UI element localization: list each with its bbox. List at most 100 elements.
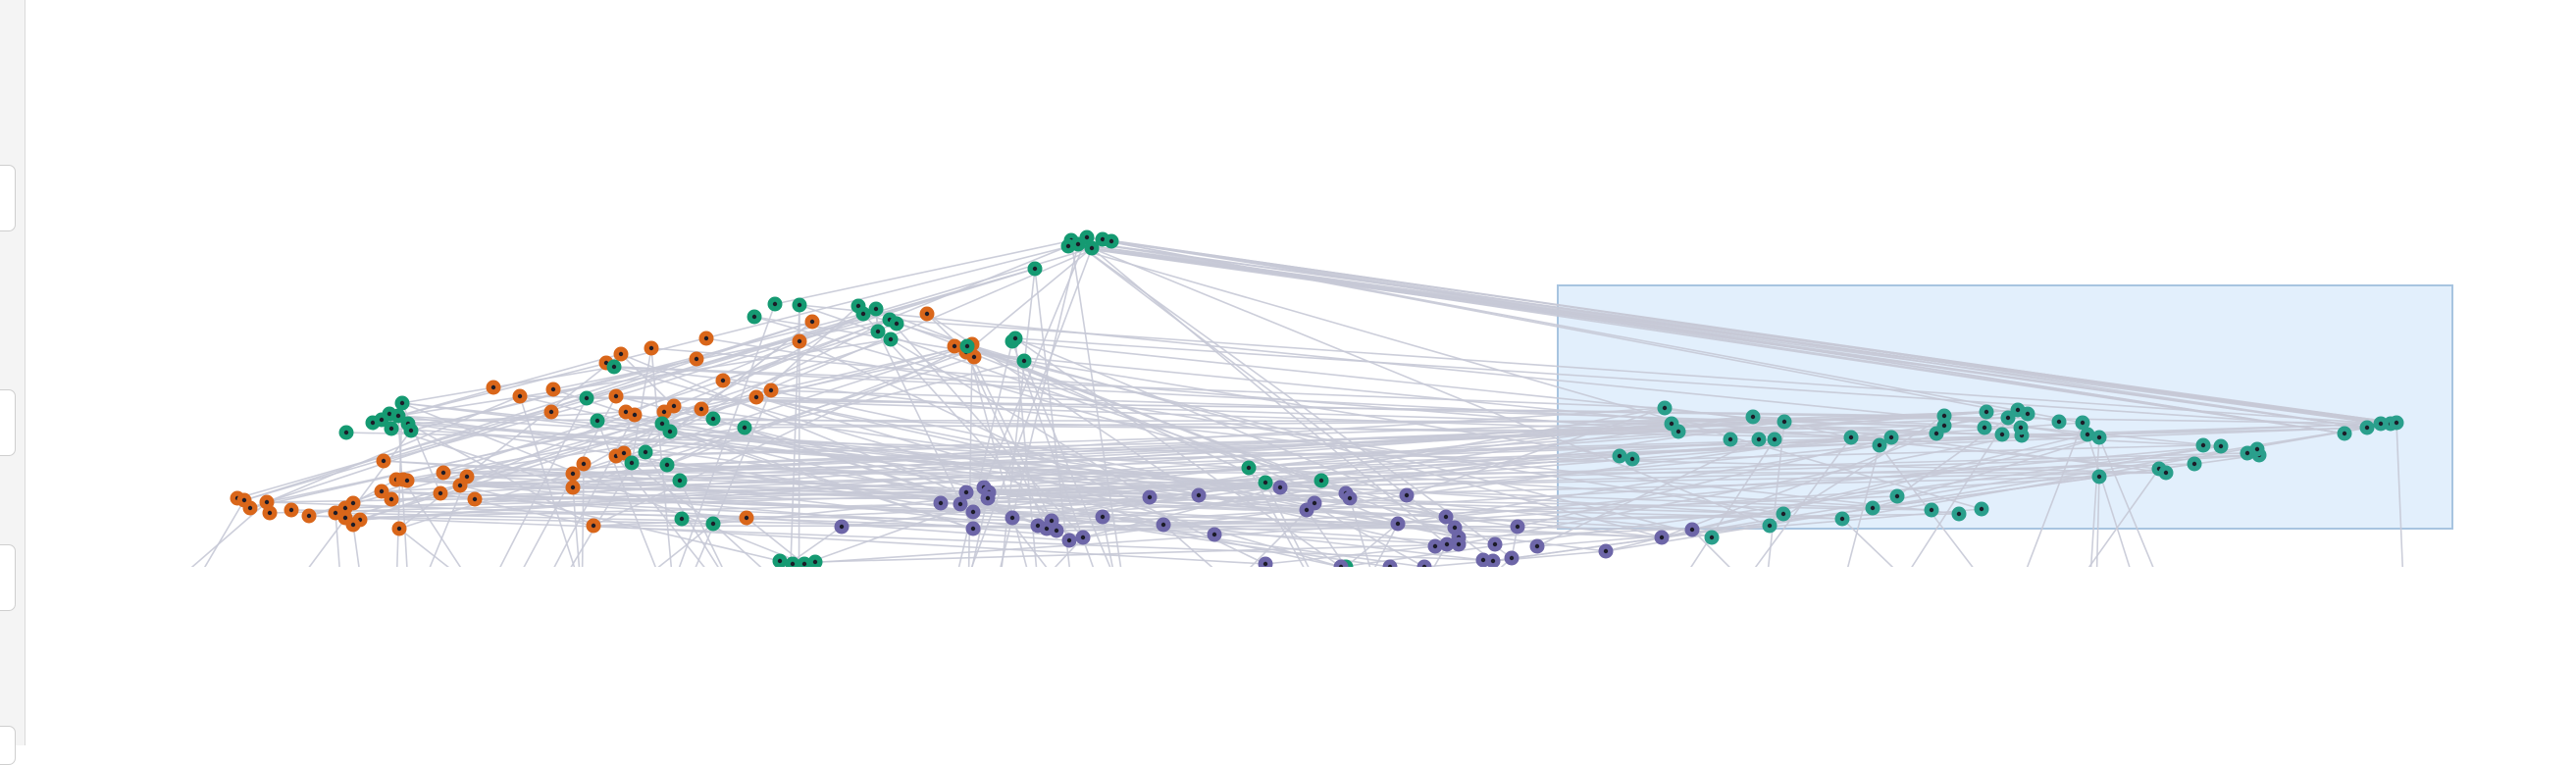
graph-node-purple[interactable] — [1390, 516, 1406, 532]
graph-node-orange[interactable] — [301, 508, 317, 524]
graph-node-green[interactable] — [870, 324, 886, 339]
graph-node-teal[interactable] — [1767, 432, 1782, 447]
graph-node-teal[interactable] — [2187, 456, 2202, 472]
graph-node-green[interactable] — [772, 553, 788, 569]
graph-node-teal[interactable] — [1777, 414, 1792, 430]
graph-node-purple[interactable] — [1191, 487, 1207, 503]
graph-node-green[interactable] — [1084, 240, 1100, 256]
graph-node-teal[interactable] — [2389, 415, 2404, 431]
graph-node-orange[interactable] — [242, 500, 258, 516]
graph-node-green[interactable] — [590, 413, 605, 429]
graph-node-green[interactable] — [785, 556, 800, 572]
graph-node-teal[interactable] — [2195, 437, 2211, 453]
graph-node-green[interactable] — [1016, 353, 1032, 369]
graph-node-green[interactable] — [883, 332, 899, 347]
graph-node-teal[interactable] — [1624, 451, 1640, 467]
graph-node-green[interactable] — [807, 554, 823, 570]
graph-node-teal[interactable] — [2020, 406, 2035, 422]
graph-node-purple[interactable] — [1504, 550, 1520, 566]
graph-canvas[interactable] — [26, 0, 2576, 745]
graph-node-green[interactable] — [855, 306, 871, 322]
graph-node-teal[interactable] — [2337, 426, 2352, 441]
graph-node-orange[interactable] — [384, 491, 399, 507]
graph-node-orange[interactable] — [694, 401, 709, 417]
graph-node-orange[interactable] — [666, 398, 682, 414]
graph-node-orange[interactable] — [259, 494, 275, 510]
graph-node-orange[interactable] — [374, 484, 389, 499]
graph-node-orange[interactable] — [433, 485, 448, 501]
graph-node-green[interactable] — [1104, 233, 1119, 249]
graph-node-purple[interactable] — [1342, 490, 1358, 506]
graph-node-teal[interactable] — [1865, 500, 1880, 516]
graph-node-green[interactable] — [797, 556, 812, 572]
graph-node-teal[interactable] — [1994, 427, 2010, 442]
graph-node-orange[interactable] — [545, 382, 561, 397]
graph-node-teal[interactable] — [1872, 437, 1887, 453]
graph-node-teal[interactable] — [2013, 420, 2029, 435]
network-graph[interactable] — [26, 0, 2576, 745]
graph-node-orange[interactable] — [608, 388, 624, 404]
graph-node-teal[interactable] — [1951, 506, 1967, 522]
graph-node-purple[interactable] — [980, 490, 996, 506]
graph-node-teal[interactable] — [1977, 420, 1992, 435]
graph-node-green[interactable] — [390, 408, 406, 424]
graph-node-orange[interactable] — [698, 331, 714, 346]
graph-node-orange[interactable] — [391, 521, 407, 536]
graph-node-green[interactable] — [1258, 475, 1273, 490]
graph-node-teal[interactable] — [1671, 424, 1686, 439]
graph-node-teal[interactable] — [1745, 409, 1761, 425]
graph-node-purple[interactable] — [1075, 530, 1091, 545]
graph-node-green[interactable] — [579, 390, 594, 406]
panel-tab-3[interactable] — [0, 544, 16, 611]
panel-tab-1[interactable] — [0, 165, 16, 231]
graph-node-green[interactable] — [868, 301, 884, 317]
graph-node-orange[interactable] — [919, 306, 935, 322]
graph-node-green[interactable] — [1241, 460, 1257, 476]
graph-node-purple[interactable] — [1510, 519, 1525, 535]
graph-node-purple[interactable] — [1049, 523, 1064, 538]
graph-node-teal[interactable] — [1834, 511, 1850, 527]
graph-node-green[interactable] — [1060, 238, 1076, 254]
graph-node-teal[interactable] — [1974, 501, 1989, 517]
graph-node-orange[interactable] — [345, 495, 361, 511]
graph-node-teal[interactable] — [2213, 438, 2229, 454]
graph-node-orange[interactable] — [763, 382, 779, 398]
graph-node-purple[interactable] — [1333, 559, 1349, 575]
graph-node-orange[interactable] — [459, 469, 475, 484]
graph-node-purple[interactable] — [1156, 517, 1171, 533]
graph-node-green[interactable] — [662, 424, 678, 439]
graph-node-purple[interactable] — [1272, 480, 1288, 495]
panel-tab-2[interactable] — [0, 389, 16, 456]
graph-node-orange[interactable] — [947, 338, 962, 354]
graph-node-purple[interactable] — [953, 496, 968, 512]
graph-node-orange[interactable] — [613, 346, 629, 362]
graph-node-green[interactable] — [705, 411, 721, 427]
graph-node-purple[interactable] — [1475, 552, 1491, 568]
graph-node-green[interactable] — [737, 420, 752, 435]
graph-node-green[interactable] — [747, 309, 762, 325]
graph-node-green[interactable] — [1007, 331, 1023, 346]
graph-node-orange[interactable] — [512, 388, 528, 404]
graph-node-purple[interactable] — [1258, 556, 1273, 572]
graph-node-teal[interactable] — [1723, 432, 1738, 447]
graph-node-green[interactable] — [1314, 473, 1329, 488]
graph-node-purple[interactable] — [1487, 536, 1503, 552]
graph-node-green[interactable] — [638, 444, 653, 460]
graph-node-orange[interactable] — [345, 517, 361, 533]
graph-node-green[interactable] — [403, 423, 419, 438]
graph-node-orange[interactable] — [616, 445, 632, 461]
graph-node-teal[interactable] — [1889, 488, 1905, 504]
graph-node-orange[interactable] — [739, 510, 754, 526]
graph-node-green[interactable] — [338, 425, 354, 440]
graph-node-orange[interactable] — [399, 473, 415, 488]
graph-node-green[interactable] — [384, 421, 399, 436]
graph-node-orange[interactable] — [586, 518, 601, 534]
graph-node-green[interactable] — [1027, 261, 1043, 277]
graph-node-teal[interactable] — [1776, 506, 1791, 522]
graph-node-teal[interactable] — [2080, 427, 2095, 442]
graph-node-teal[interactable] — [1704, 530, 1720, 545]
graph-node-teal[interactable] — [1762, 518, 1777, 534]
graph-node-purple[interactable] — [1417, 559, 1432, 575]
graph-node-purple[interactable] — [1438, 509, 1454, 525]
graph-node-purple[interactable] — [1207, 527, 1222, 542]
